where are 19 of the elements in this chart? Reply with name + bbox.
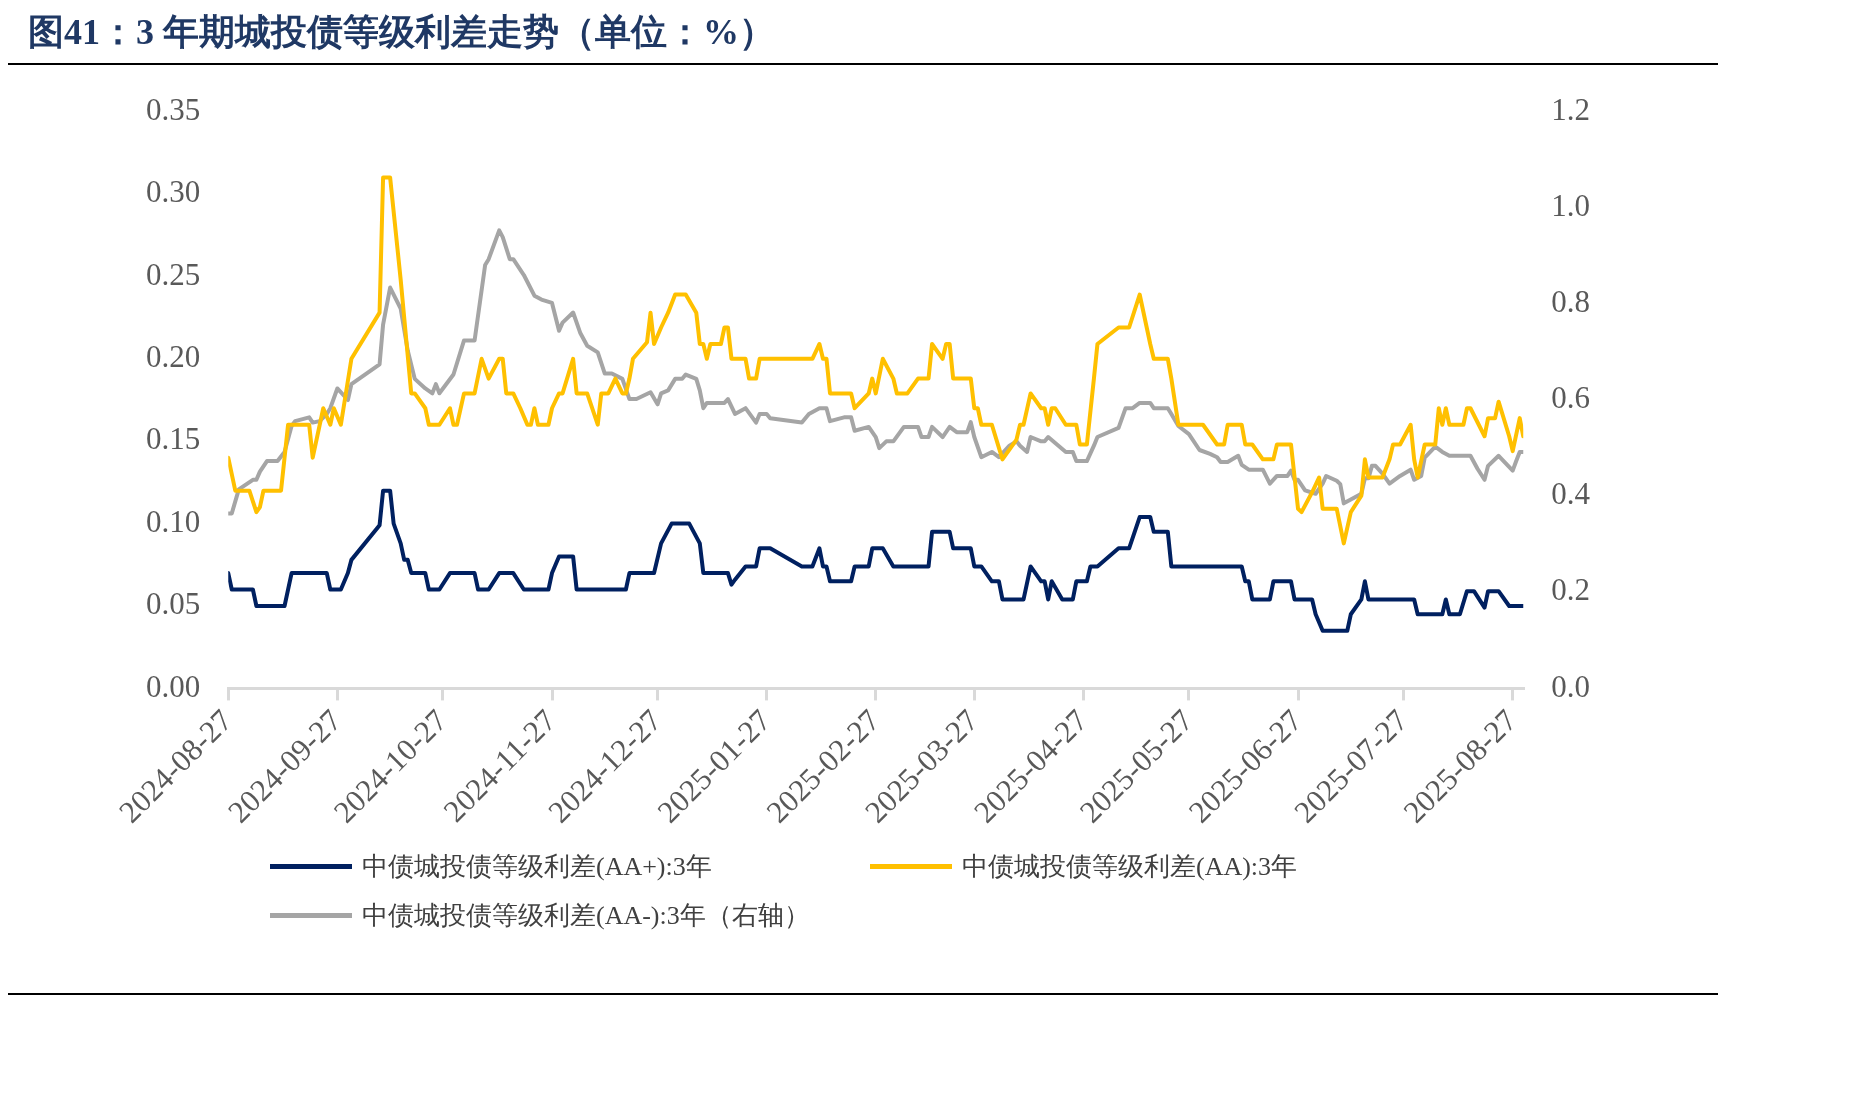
y2-tick-label: 0.4 xyxy=(1551,476,1591,512)
y2-tick-label: 0.6 xyxy=(1551,380,1590,416)
y-tick-label: 0.35 xyxy=(146,91,201,127)
legend-label: 中债城投债等级利差(AA-):3年（右轴） xyxy=(362,900,810,932)
y-tick-label: 0.20 xyxy=(146,338,201,374)
y-tick-label: 0.30 xyxy=(146,174,201,210)
y-tick-label: 0.10 xyxy=(146,503,201,539)
legend-label: 中债城投债等级利差(AA):3年 xyxy=(962,851,1298,883)
y2-tick-label: 0.8 xyxy=(1551,284,1590,320)
y2-tick-label: 1.0 xyxy=(1551,187,1590,223)
chart-title: 图41：3 年期城投债等级利差走势（单位：%） xyxy=(8,8,1718,65)
y2-tick-label: 0.0 xyxy=(1551,668,1590,704)
y2-tick-label: 0.2 xyxy=(1551,572,1590,608)
y-tick-label: 0.25 xyxy=(146,256,201,292)
y-tick-label: 0.05 xyxy=(146,586,201,622)
legend-label: 中债城投债等级利差(AA+):3年 xyxy=(362,851,712,883)
y-tick-label: 0.00 xyxy=(146,668,201,704)
y2-tick-label: 1.2 xyxy=(1551,91,1590,127)
y-tick-label: 0.15 xyxy=(146,421,201,457)
